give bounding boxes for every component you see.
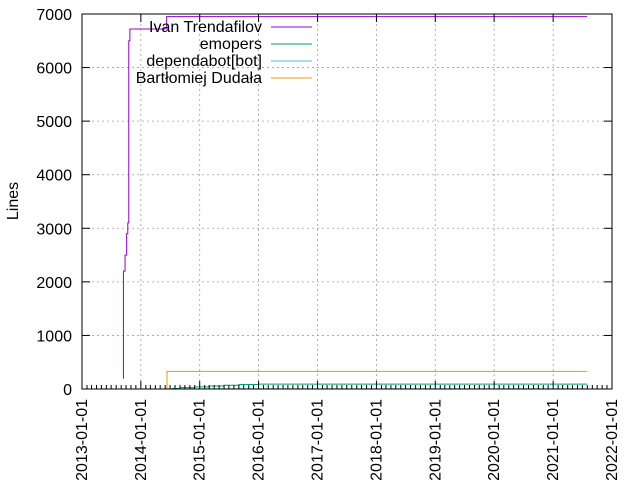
series-line-1	[122, 16, 588, 379]
y-tick-label: 6000	[36, 61, 72, 78]
axis-ticks: 0 1000 2000 3000 4000 5000 6000 7000 2013-01-01 2…	[36, 7, 621, 480]
legend-label: dependabot[bot]	[146, 53, 262, 70]
x-tick-label: 2017-01-01	[310, 399, 327, 480]
x-tick-label: 2021-01-01	[545, 399, 562, 480]
y-tick-label: 2000	[36, 275, 72, 292]
series-line-2	[170, 383, 588, 390]
legend-label: Bartłomiej Dudała	[136, 70, 262, 87]
y-axis-title: Lines	[5, 182, 22, 220]
legend: Ivan Trendafilovemopersdependabot[bot]Ba…	[136, 19, 312, 87]
x-tick-label: 2013-01-01	[74, 399, 91, 480]
legend-label: emopers	[200, 36, 262, 53]
x-tick-label: 2018-01-01	[368, 399, 385, 480]
x-tick-label: 2022-01-01	[604, 399, 621, 480]
x-tick-label: 2014-01-01	[133, 399, 150, 480]
x-tick-label: 2015-01-01	[192, 399, 209, 480]
x-tick-label: 2020-01-01	[486, 399, 503, 480]
x-tick-label: 2019-01-01	[427, 399, 444, 480]
y-tick-label: 1000	[36, 328, 72, 345]
grid-lines	[82, 14, 612, 389]
y-tick-label: 4000	[36, 168, 72, 185]
x-tick-label: 2016-01-01	[251, 399, 268, 480]
legend-label: Ivan Trendafilov	[149, 19, 262, 36]
y-tick-label: 3000	[36, 221, 72, 238]
y-tick-label: 0	[63, 382, 72, 399]
y-tick-label: 5000	[36, 114, 72, 131]
y-tick-label: 7000	[36, 7, 72, 24]
